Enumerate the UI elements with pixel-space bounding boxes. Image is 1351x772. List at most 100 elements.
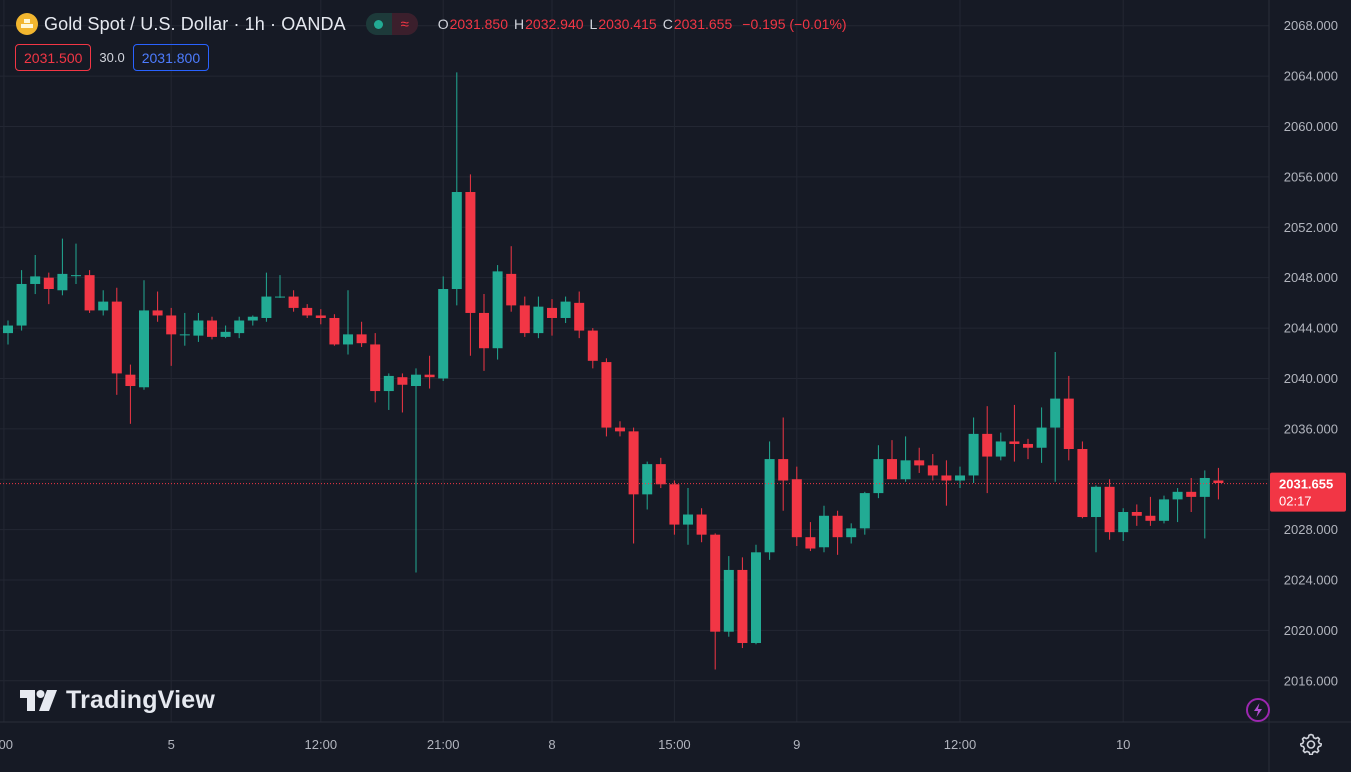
candle-body	[927, 465, 938, 476]
candle-body	[1023, 443, 1033, 448]
candle-body	[220, 331, 231, 337]
market-open-dot-icon[interactable]	[365, 13, 392, 35]
candle-series	[3, 72, 1224, 670]
candle	[261, 272, 272, 322]
sell-button[interactable]: 2031.500	[15, 44, 92, 71]
y-tick-label: 2024.000	[1284, 573, 1338, 588]
candle	[506, 246, 517, 312]
y-tick-label: 2020.000	[1284, 623, 1338, 638]
candle-body	[275, 296, 285, 298]
candle-body	[764, 459, 775, 553]
candle	[873, 445, 884, 499]
candle-body	[193, 320, 204, 336]
candle	[98, 290, 109, 316]
y-tick-label: 2040.000	[1284, 371, 1338, 386]
candle-body	[1077, 449, 1088, 518]
candle	[628, 427, 639, 544]
grid-lines	[0, 0, 1269, 722]
candle-body	[506, 273, 517, 306]
candle	[329, 314, 340, 346]
candle-body	[451, 192, 462, 290]
candle	[275, 275, 285, 298]
candle-body	[16, 283, 27, 326]
candle	[1199, 470, 1210, 539]
x-tick-label: 9	[793, 737, 800, 752]
price-axis[interactable]: 2016.0002020.0002024.0002028.0002032.000…	[1268, 0, 1338, 772]
candle-body	[1186, 491, 1197, 497]
candle-body	[873, 459, 884, 494]
candle	[955, 466, 965, 489]
candle	[778, 417, 789, 511]
x-tick-label: 5	[168, 737, 175, 752]
x-tick-label: 12:00	[305, 737, 338, 752]
buy-button[interactable]: 2031.800	[132, 44, 210, 71]
x-tick-label: 8	[548, 737, 555, 752]
tradingview-logo[interactable]: TradingView	[20, 686, 215, 715]
y-tick-label: 2068.000	[1284, 18, 1338, 33]
candle	[166, 307, 177, 366]
candle	[805, 522, 816, 552]
candle	[751, 544, 761, 645]
candle-body	[492, 271, 503, 349]
candle	[900, 436, 911, 482]
candle-body	[601, 362, 612, 428]
candle-body	[846, 528, 857, 538]
x-tick-label: :00	[0, 737, 13, 752]
y-tick-label: 2048.000	[1284, 270, 1338, 285]
ohlc-open-label: O	[437, 16, 449, 32]
candle-body	[1159, 499, 1169, 521]
candle	[846, 523, 857, 544]
y-tick-label: 2052.000	[1284, 220, 1338, 235]
candle	[1091, 485, 1101, 553]
candle-body	[560, 301, 571, 318]
symbol-title[interactable]: Gold Spot / U.S. Dollar · 1h · OANDA	[44, 13, 346, 34]
candle	[601, 358, 612, 437]
candle	[383, 373, 394, 410]
candle	[683, 488, 693, 545]
candle-body	[655, 464, 666, 485]
candle-body	[438, 289, 449, 379]
candle	[234, 316, 245, 339]
ohlc-open-value: 2031.850	[449, 16, 508, 32]
candle-body	[587, 330, 598, 361]
candle	[941, 460, 952, 506]
lightning-icon[interactable]	[1245, 697, 1271, 723]
candle	[43, 272, 54, 305]
candle	[193, 312, 204, 342]
candle-body	[111, 301, 122, 374]
ohlc-high-label: H	[514, 16, 525, 32]
candle-body	[465, 192, 476, 313]
candle	[887, 440, 897, 480]
candle	[655, 457, 666, 489]
candle	[356, 321, 367, 347]
delayed-wave-icon[interactable]: ≈	[391, 13, 418, 35]
candle	[479, 294, 489, 371]
spread-value: 30.0	[99, 50, 125, 65]
candle-body	[1199, 477, 1210, 497]
candle	[1050, 352, 1061, 482]
candle	[125, 364, 136, 424]
x-tick-label: 12:00	[944, 737, 977, 752]
candle-body	[261, 296, 272, 318]
y-tick-label: 2060.000	[1284, 119, 1338, 134]
last-price-badge	[1270, 472, 1346, 512]
time-axis[interactable]: :00 5 12:00 21:00 8 15:00 9 12:00 10	[0, 721, 1351, 752]
candle	[927, 454, 938, 481]
symbol-header: Gold Spot / U.S. Dollar · 1h · OANDA ≈ O…	[16, 11, 847, 37]
market-status[interactable]: ≈	[365, 13, 418, 35]
candle	[1023, 438, 1033, 460]
gold-bars-icon	[16, 13, 38, 35]
gear-icon[interactable]	[1300, 733, 1322, 755]
ohlc-high-value: 2032.940	[525, 16, 584, 32]
candle-body	[710, 534, 721, 632]
candle	[914, 447, 925, 473]
y-tick-label: 2028.000	[1284, 522, 1338, 537]
candle-body	[914, 460, 925, 466]
candle-body	[424, 374, 435, 378]
candle-body	[288, 296, 299, 308]
candle	[968, 417, 979, 484]
candle	[302, 304, 313, 318]
candle-body	[533, 306, 544, 334]
tradingview-wordmark: TradingView	[66, 686, 216, 714]
